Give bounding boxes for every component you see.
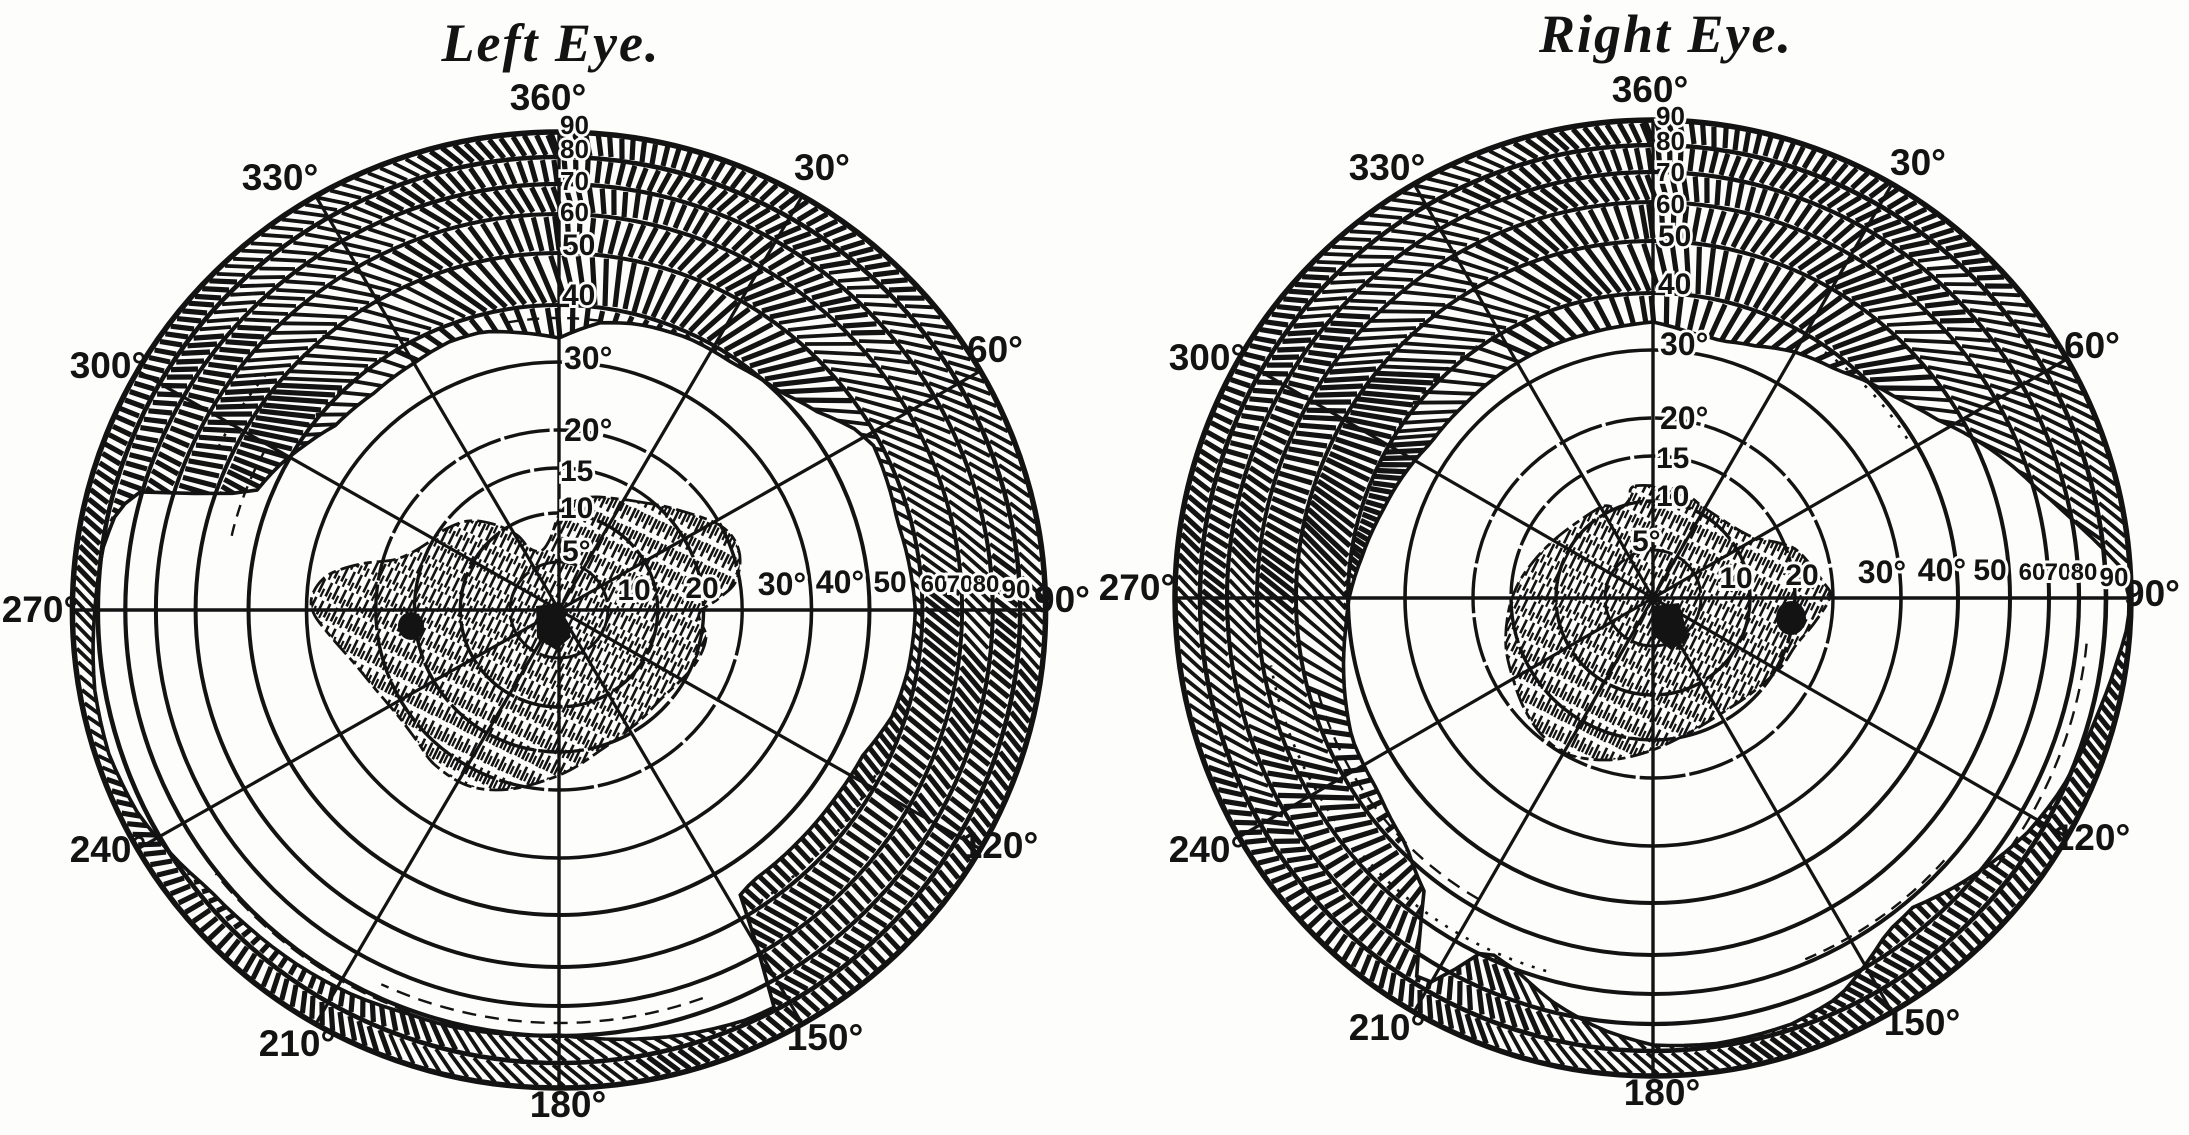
svg-text:40°: 40°: [1918, 552, 1966, 588]
svg-text:240°: 240°: [70, 829, 147, 870]
svg-text:80: 80: [973, 571, 1000, 598]
svg-text:10: 10: [1656, 480, 1689, 513]
svg-text:15: 15: [1656, 442, 1689, 475]
svg-text:Right Eye.: Right Eye.: [1538, 4, 1793, 64]
svg-text:60°: 60°: [967, 329, 1023, 370]
svg-text:70: 70: [947, 571, 974, 598]
svg-text:40°: 40°: [816, 564, 864, 600]
svg-text:360°: 360°: [510, 77, 587, 118]
svg-text:90: 90: [1656, 101, 1685, 131]
svg-text:30°: 30°: [758, 566, 806, 602]
svg-text:10: 10: [1719, 562, 1752, 595]
svg-text:330°: 330°: [1349, 147, 1426, 188]
svg-text:270°: 270°: [1099, 567, 1176, 608]
svg-text:40: 40: [1658, 268, 1691, 301]
svg-text:150°: 150°: [1884, 1002, 1961, 1043]
svg-text:30°: 30°: [1858, 554, 1906, 590]
svg-text:150°: 150°: [787, 1017, 864, 1058]
svg-text:50: 50: [1973, 554, 2006, 587]
svg-text:270°: 270°: [2, 589, 79, 630]
svg-text:50: 50: [1658, 220, 1691, 253]
svg-text:80: 80: [560, 134, 589, 164]
svg-text:Left Eye.: Left Eye.: [441, 13, 661, 73]
svg-text:90: 90: [560, 110, 589, 140]
svg-text:60: 60: [1656, 189, 1685, 219]
svg-text:10: 10: [617, 574, 650, 607]
svg-text:30°: 30°: [1660, 326, 1708, 362]
svg-text:50: 50: [562, 229, 595, 262]
svg-text:70: 70: [560, 166, 589, 196]
svg-text:60: 60: [921, 571, 948, 598]
svg-text:30°: 30°: [1890, 142, 1946, 183]
svg-text:80: 80: [2071, 559, 2098, 586]
svg-text:70: 70: [1656, 157, 1685, 187]
svg-text:300°: 300°: [70, 345, 147, 386]
svg-text:20: 20: [685, 572, 718, 605]
svg-text:30°: 30°: [564, 340, 612, 376]
svg-text:70: 70: [2045, 559, 2072, 586]
svg-text:5°: 5°: [562, 535, 591, 568]
svg-text:210°: 210°: [259, 1023, 336, 1064]
svg-text:80: 80: [1656, 126, 1685, 156]
svg-text:5°: 5°: [1632, 525, 1661, 558]
svg-text:90°: 90°: [2124, 573, 2180, 614]
svg-text:20°: 20°: [564, 412, 612, 448]
svg-text:10: 10: [560, 492, 593, 525]
svg-text:60°: 60°: [2064, 325, 2120, 366]
svg-text:60: 60: [560, 197, 589, 227]
svg-text:90: 90: [1002, 574, 1031, 604]
svg-text:90: 90: [2100, 562, 2129, 592]
svg-text:180°: 180°: [1624, 1072, 1701, 1113]
svg-text:120°: 120°: [962, 825, 1039, 866]
svg-text:360°: 360°: [1612, 69, 1689, 110]
svg-text:210°: 210°: [1349, 1007, 1426, 1048]
svg-text:300°: 300°: [1169, 337, 1246, 378]
svg-text:240°: 240°: [1169, 829, 1246, 870]
svg-text:15: 15: [560, 455, 593, 488]
svg-text:50: 50: [873, 566, 906, 599]
svg-text:180°: 180°: [530, 1084, 607, 1125]
svg-text:40: 40: [562, 279, 595, 312]
svg-text:20: 20: [1785, 559, 1818, 592]
svg-text:330°: 330°: [242, 157, 319, 198]
svg-text:30°: 30°: [794, 147, 850, 188]
svg-text:120°: 120°: [2054, 817, 2131, 858]
svg-text:90°: 90°: [1034, 579, 1090, 620]
svg-text:60: 60: [2019, 559, 2046, 586]
svg-text:20°: 20°: [1660, 400, 1708, 436]
